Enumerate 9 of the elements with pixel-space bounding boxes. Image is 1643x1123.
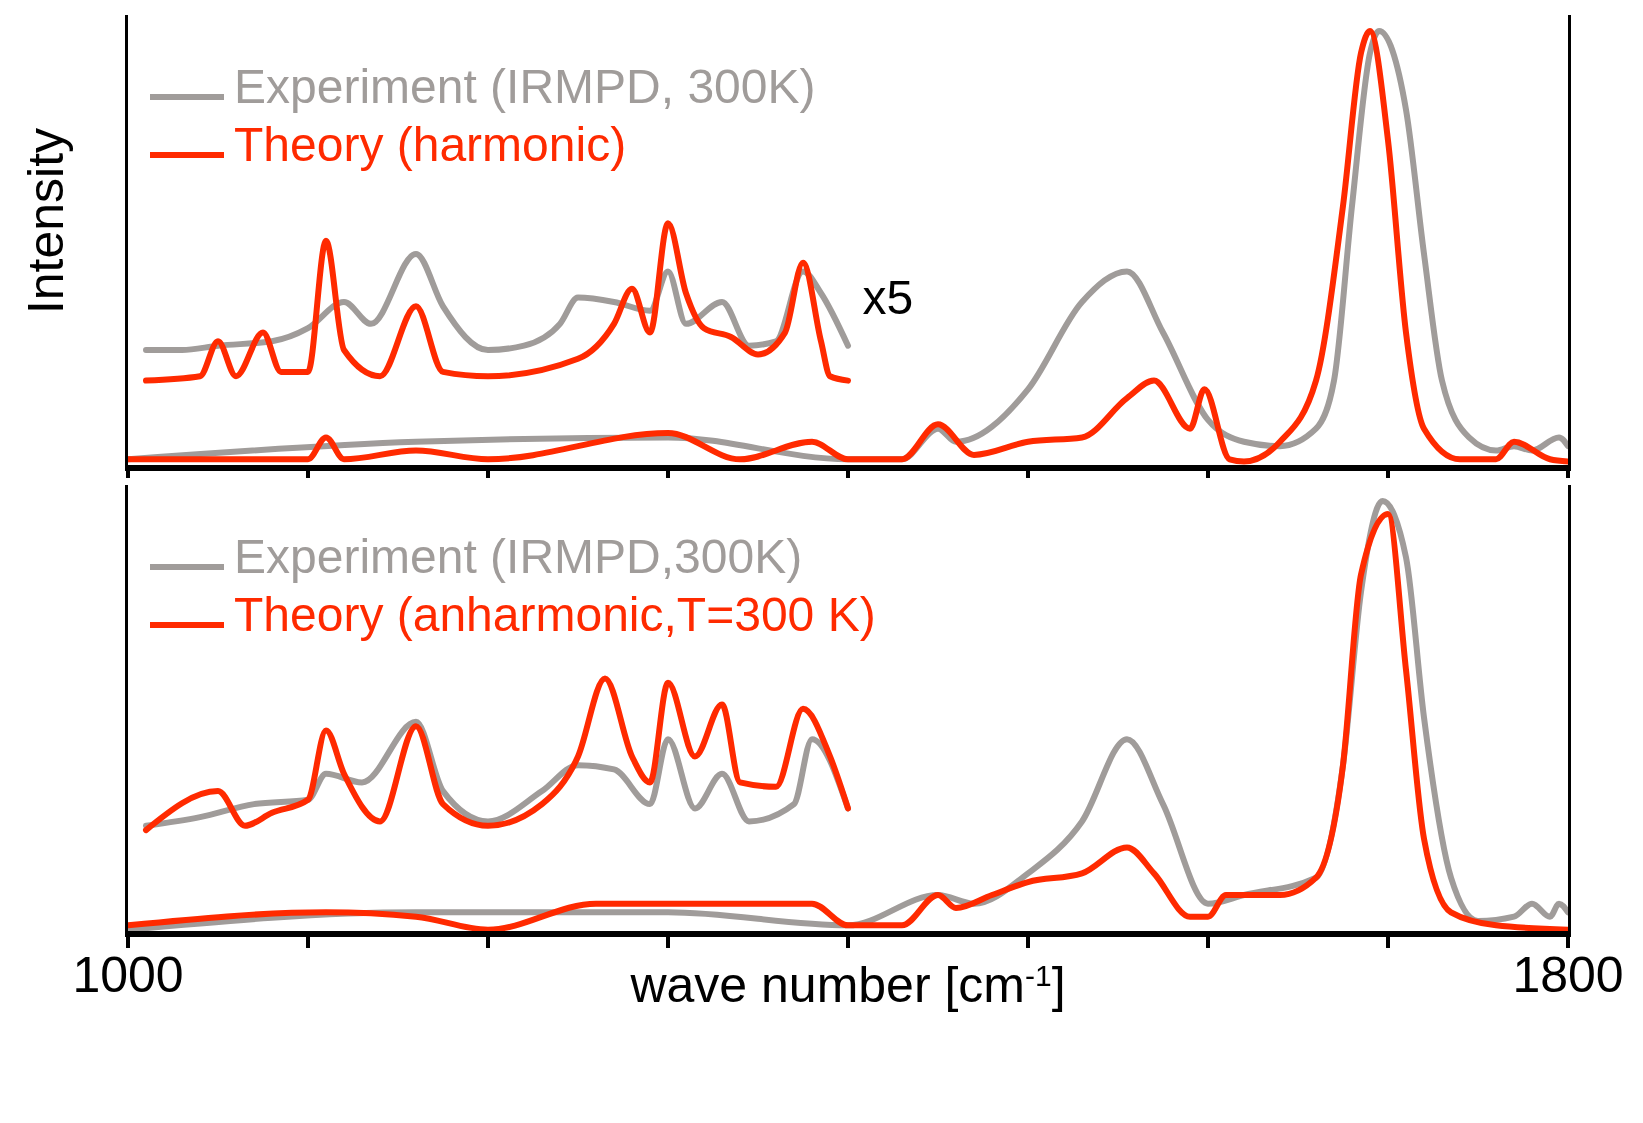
x-axis-title: wave number [cm$^{-1}$] — [629, 957, 1066, 1013]
legend-label: Experiment (IRMPD,300K) — [234, 529, 803, 585]
legend-label: Experiment (IRMPD, 300K) — [234, 59, 816, 115]
legend-label: Theory (harmonic) — [234, 117, 627, 173]
annotation: x5 — [862, 270, 914, 325]
x-tick-label: 1800 — [1512, 946, 1624, 1003]
x-tick-label: 1000 — [72, 946, 184, 1003]
legend-label: Theory (anharmonic,T=300 K) — [234, 587, 876, 643]
y-axis-title: Intensity — [17, 127, 75, 314]
